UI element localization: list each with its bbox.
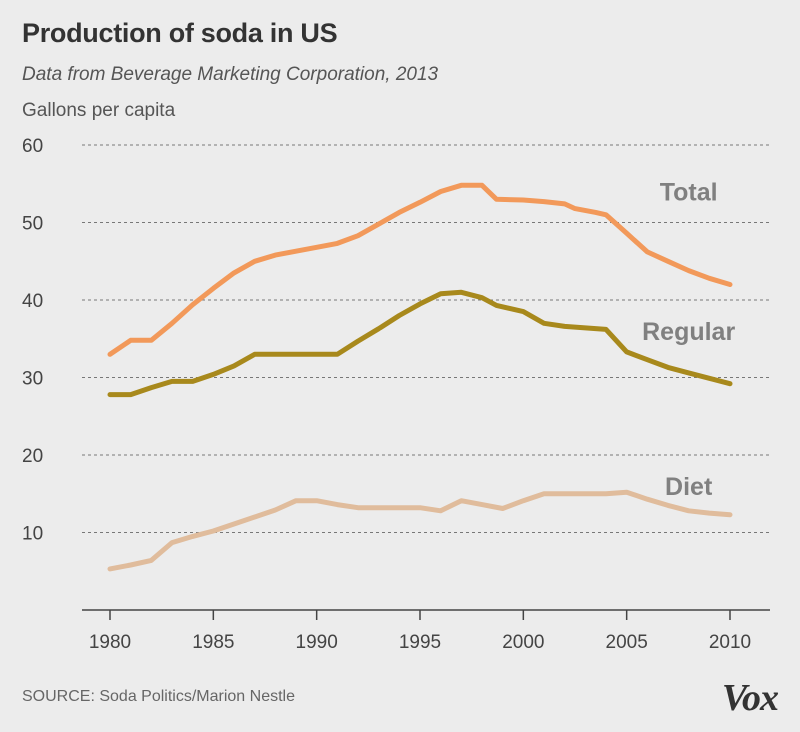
x-axis: 1980 1985 1990 1995 2000 2005 2010 [82, 609, 770, 653]
series-label-regular: Regular [642, 318, 735, 346]
x-tick-label: 1985 [192, 632, 234, 653]
y-tick-label: 60 [22, 136, 43, 157]
y-tick-label: 40 [22, 291, 43, 312]
series-labels: Total Regular Diet [642, 179, 735, 502]
x-tick-label: 2005 [606, 632, 648, 653]
x-tick-label: 1995 [399, 632, 441, 653]
y-tick-label: 50 [22, 214, 43, 235]
x-tick-label: 2010 [709, 632, 751, 653]
series-lines [107, 182, 733, 572]
x-tick-label: 2000 [502, 632, 544, 653]
vox-logo: Vox [721, 677, 779, 719]
series-label-total: Total [660, 179, 718, 207]
chart-title: Production of soda in US [22, 18, 338, 48]
series-line-total [107, 182, 733, 357]
series-line-regular [107, 289, 733, 398]
source-note: SOURCE: Soda Politics/Marion Nestle [22, 688, 295, 705]
y-tick-label: 30 [22, 369, 43, 390]
y-tick-label: 20 [22, 446, 43, 467]
chart-subtitle: Data from Beverage Marketing Corporation… [22, 64, 439, 85]
y-tick-label: 10 [22, 524, 43, 545]
x-tick-label: 1980 [89, 632, 131, 653]
y-axis-label: Gallons per capita [22, 100, 176, 121]
x-tick-label: 1990 [296, 632, 338, 653]
series-label-diet: Diet [665, 473, 713, 501]
series-line-diet [107, 489, 733, 572]
